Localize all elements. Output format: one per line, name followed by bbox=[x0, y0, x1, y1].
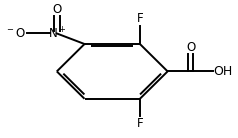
Text: O: O bbox=[52, 3, 61, 16]
Text: N$^+$: N$^+$ bbox=[48, 26, 66, 41]
Text: F: F bbox=[137, 117, 143, 130]
Text: OH: OH bbox=[213, 65, 233, 78]
Text: F: F bbox=[137, 12, 143, 25]
Text: O: O bbox=[186, 41, 195, 54]
Text: $^-$O: $^-$O bbox=[5, 27, 26, 40]
